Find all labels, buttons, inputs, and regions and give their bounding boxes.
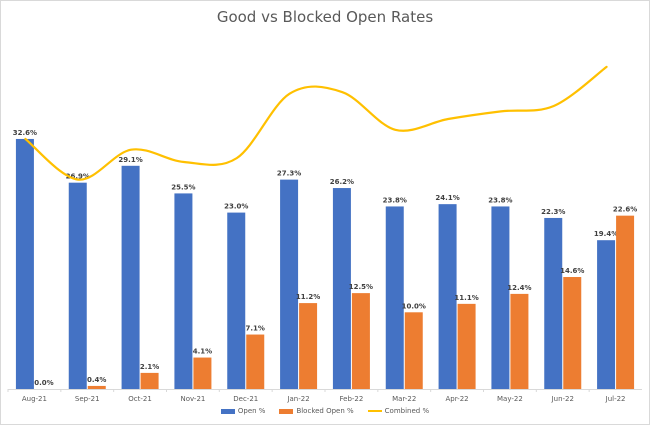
data-label-open: 23.0%	[224, 203, 248, 211]
bar-blocked	[563, 277, 582, 389]
data-label-open: 29.1%	[118, 156, 142, 164]
data-label-blocked: 0.0%	[34, 379, 53, 387]
bar-open	[227, 212, 246, 389]
data-label-blocked: 0.4%	[87, 376, 106, 384]
bar-blocked	[193, 357, 212, 389]
data-label-blocked: 10.0%	[402, 302, 426, 310]
bar-blocked	[457, 303, 476, 389]
x-tick-label: Nov-21	[180, 395, 205, 403]
x-tick-label: Mar-22	[392, 395, 416, 403]
bar-open	[174, 193, 193, 389]
legend-label-open: Open %	[237, 407, 266, 415]
bar-open	[15, 138, 34, 389]
data-label-open: 26.9%	[66, 173, 90, 181]
bar-open	[438, 204, 457, 389]
bar-open	[597, 240, 616, 389]
x-tick-label: Oct-21	[128, 395, 152, 403]
data-label-open: 19.4%	[594, 230, 618, 238]
bar-open	[68, 182, 87, 389]
x-tick-label: Feb-22	[340, 395, 364, 403]
bar-blocked	[351, 293, 370, 389]
legend: Open % Blocked Open % Combined %	[0, 407, 650, 415]
bar-blocked	[616, 215, 635, 389]
x-tick-label: Jul-22	[605, 395, 626, 403]
x-tick-label: Dec-21	[233, 395, 258, 403]
data-label-open: 24.1%	[435, 194, 459, 202]
legend-item-blocked: Blocked Open %	[279, 407, 354, 415]
bar-open	[280, 179, 299, 389]
bar-blocked	[246, 334, 265, 389]
bar-open	[385, 206, 404, 389]
bar-open	[332, 188, 351, 389]
bar-open	[121, 165, 140, 389]
data-label-blocked: 22.6%	[613, 206, 637, 214]
bar-blocked	[140, 372, 159, 389]
data-label-blocked: 4.1%	[193, 348, 212, 356]
data-label-open: 26.2%	[330, 178, 354, 186]
data-label-blocked: 12.5%	[349, 283, 373, 291]
data-label-blocked: 2.1%	[140, 363, 159, 371]
data-label-open: 23.8%	[488, 196, 512, 204]
bar-open	[544, 217, 563, 389]
bar-blocked	[510, 293, 529, 389]
x-tick-label: Jan-22	[286, 395, 309, 403]
data-label-blocked: 12.4%	[507, 284, 531, 292]
bar-open	[491, 206, 510, 389]
legend-swatch-blocked	[279, 408, 294, 414]
chart-title: Good vs Blocked Open Rates	[216, 8, 434, 26]
data-label-blocked: 7.1%	[246, 325, 265, 333]
legend-label-combined: Combined %	[384, 407, 430, 415]
x-tick-label: Aug-21	[22, 395, 47, 403]
bar-blocked	[299, 303, 318, 389]
legend-item-combined: Combined %	[367, 407, 430, 415]
data-label-open: 25.5%	[171, 183, 195, 191]
data-label-open: 32.6%	[13, 129, 37, 137]
x-tick-label: Apr-22	[446, 395, 469, 403]
legend-swatch-open	[220, 408, 235, 414]
legend-item-open: Open %	[220, 407, 266, 415]
bar-blocked	[404, 312, 423, 389]
x-tick-label: May-22	[497, 395, 523, 403]
data-label-blocked: 11.2%	[296, 293, 320, 301]
legend-label-blocked: Blocked Open %	[296, 407, 354, 415]
bar-blocked	[87, 385, 106, 389]
data-label-open: 22.3%	[541, 208, 565, 216]
data-label-open: 23.8%	[383, 196, 407, 204]
data-label-blocked: 14.6%	[560, 267, 584, 275]
data-label-open: 27.3%	[277, 170, 301, 178]
x-tick-label: Sep-21	[75, 395, 100, 403]
data-label-blocked: 11.1%	[454, 294, 478, 302]
x-tick-label: Jun-22	[551, 395, 574, 403]
legend-swatch-combined	[367, 410, 382, 412]
combined-line	[24, 65, 608, 181]
